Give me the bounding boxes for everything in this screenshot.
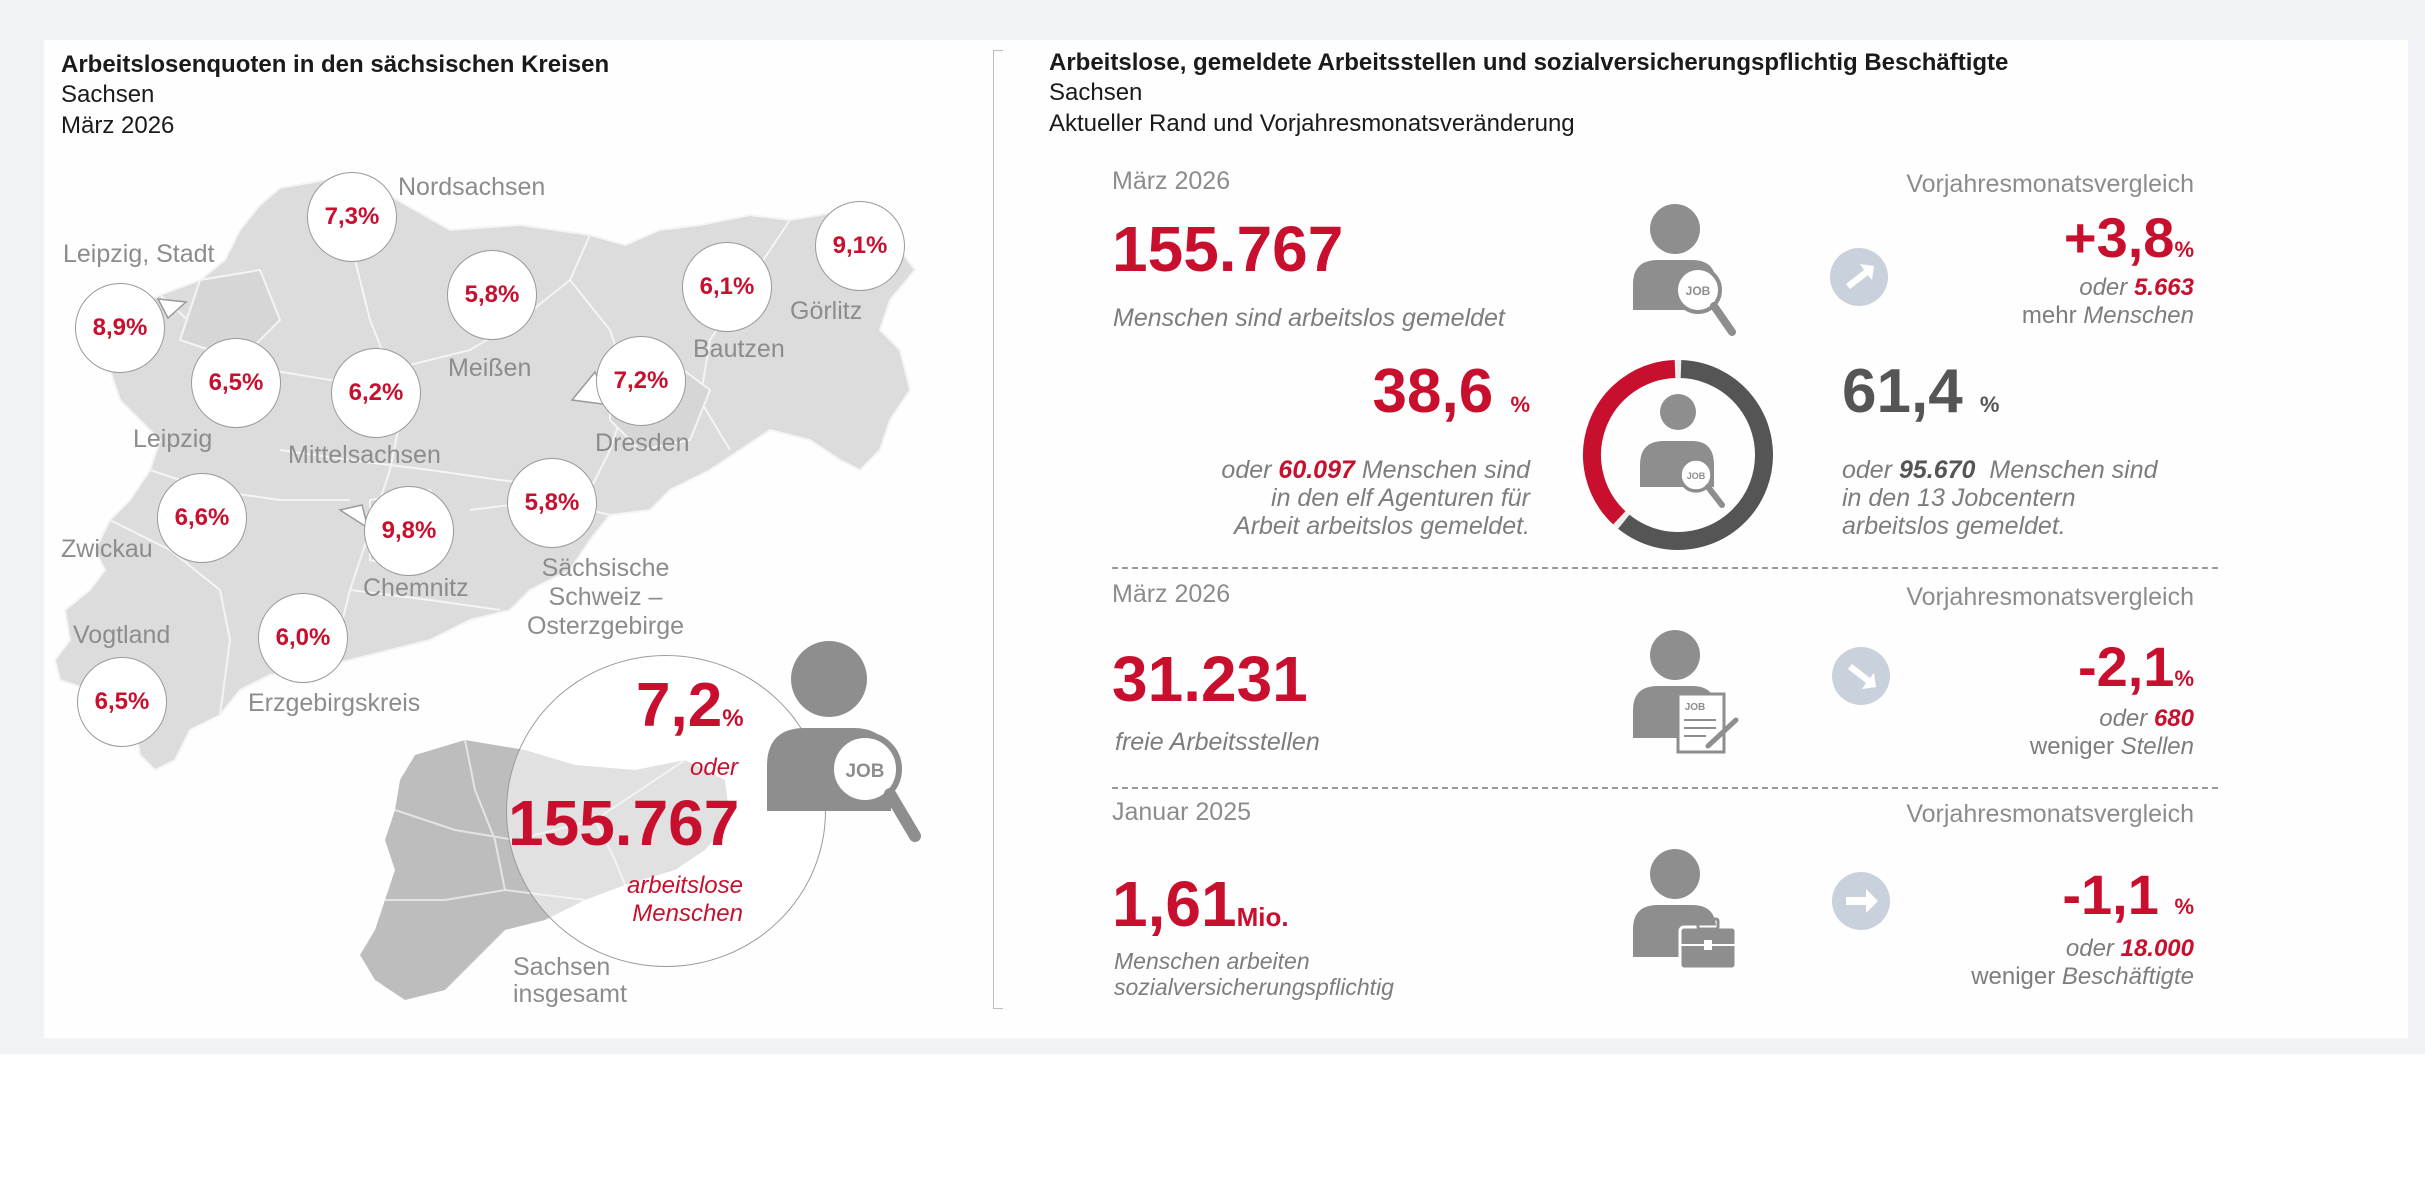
district-label-mittelsachsen: Mittelsachsen — [288, 441, 441, 469]
district-label-chemnitz: Chemnitz — [363, 574, 469, 602]
svg-text:JOB: JOB — [1686, 284, 1711, 298]
dashed-separator-1 — [1112, 567, 2218, 569]
change-arrow-down-icon — [1832, 647, 1890, 705]
rate-bubble-leipzig-stadt: 8,9% — [75, 283, 165, 373]
rate-bubble-bautzen: 6,1% — [682, 242, 772, 332]
employed-caption: Menschen arbeiten sozialversicherungspfl… — [1114, 948, 1394, 1000]
svg-text:JOB: JOB — [1685, 702, 1706, 713]
divider-tick-top — [993, 50, 1003, 51]
left-region: Sachsen — [61, 81, 155, 108]
employed-caption-line2: sozialversicherungspflichtig — [1114, 974, 1394, 1000]
total-label-line1: Sachsen — [513, 953, 611, 981]
rate-bubble-chemnitz: 9,8% — [364, 486, 454, 576]
district-label-nordsachsen: Nordsachsen — [398, 173, 546, 201]
agencies-percent: 38,6 % — [1372, 357, 1530, 426]
job-search-person-icon-small: JOB — [1633, 204, 1736, 336]
employee-briefcase-person-icon — [1633, 849, 1738, 971]
district-label-saechsische-schweiz: Sächsische Schweiz – Osterzgebirge — [526, 554, 685, 640]
divider-tick-bottom — [993, 1008, 1003, 1009]
right-region: Sachsen — [1049, 79, 1143, 106]
district-label-meissen: Meißen — [448, 354, 532, 382]
rate-bubble-leipzig: 6,5% — [191, 338, 281, 428]
employed-compare-label: Vorjahresmonatsvergleich — [1906, 800, 2194, 828]
district-label-dresden: Dresden — [595, 429, 690, 457]
vacancies-change: -2,1% — [2077, 635, 2194, 698]
rate-bubble-meissen: 5,8% — [447, 250, 537, 340]
total-caption: arbeitslose Menschen — [626, 872, 743, 927]
total-oder: oder — [690, 754, 739, 781]
total-count: 155.767 — [508, 787, 740, 859]
rate-bubble-zwickau: 6,6% — [157, 473, 247, 563]
job-document-person-icon: JOB — [1633, 630, 1739, 754]
district-label-goerlitz: Görlitz — [790, 297, 863, 325]
jobcenter-caption: oder 95.670 Menschen sind in den 13 Jobc… — [1842, 456, 2242, 540]
agencies-caption-line2: in den elf Agenturen für — [1271, 484, 1530, 512]
jobcenter-caption-line3: arbeitslos gemeldet. — [1842, 512, 2066, 540]
change-arrow-right-icon — [1832, 872, 1890, 930]
jobcenter-caption-line2: in den 13 Jobcentern — [1842, 484, 2076, 512]
employed-change-abs: oder 18.000 — [2065, 935, 2194, 962]
rate-bubble-erzgebirgskreis: 6,0% — [258, 593, 348, 683]
unemployed-value: 155.767 — [1112, 213, 1344, 285]
vacancies-change-word: weniger Stellen — [2029, 733, 2194, 760]
total-rate: 7,2% — [636, 671, 744, 740]
total-label-line2: insgesamt — [513, 980, 627, 1008]
district-label-leipzig-stadt: Leipzig, Stadt — [63, 240, 215, 268]
agencies-caption: oder 60.097 Menschen sind in den elf Age… — [1100, 456, 1530, 540]
vacancies-value: 31.231 — [1112, 643, 1308, 715]
district-label-bautzen: Bautzen — [693, 335, 785, 363]
section-divider — [993, 50, 994, 1008]
employed-date: Januar 2025 — [1112, 798, 1252, 826]
leipzig-district — [178, 268, 282, 362]
unemployed-change-word: mehr Menschen — [2021, 302, 2194, 329]
job-badge-text: JOB — [845, 761, 884, 782]
donut-segment-jobcenter — [1618, 360, 1773, 550]
unemployed-date: März 2026 — [1112, 167, 1231, 195]
unemployed-change-abs: oder 5.663 — [2079, 274, 2194, 301]
left-title: Arbeitslosenquoten in den sächsischen Kr… — [61, 51, 610, 78]
rate-bubble-dresden: 7,2% — [596, 336, 686, 426]
district-label-erzgebirgskreis: Erzgebirgskreis — [248, 689, 421, 717]
unemployed-change: +3,8% — [2063, 206, 2194, 269]
agencies-caption-line1: oder 60.097 Menschen sind — [1221, 456, 1530, 484]
agencies-caption-line3: Arbeit arbeitslos gemeldet. — [1234, 512, 1530, 540]
vacancies-date: März 2026 — [1112, 580, 1231, 608]
employed-value: 1,61Mio. — [1112, 868, 1289, 940]
jobcenter-percent: 61,4 % — [1842, 357, 2000, 426]
dashed-separator-2 — [1112, 787, 2218, 789]
right-subtitle: Aktueller Rand und Vorjahresmonatsveränd… — [1049, 110, 1575, 137]
left-date: März 2026 — [61, 112, 175, 139]
district-label-vogtland: Vogtland — [73, 621, 171, 649]
unemployed-share-donut-chart: JOB — [1583, 360, 1773, 550]
employed-change-word: weniger Beschäftigte — [1971, 963, 2194, 990]
district-label-leipzig: Leipzig — [133, 425, 213, 453]
jobcenter-caption-line1: oder 95.670 Menschen sind — [1842, 456, 2158, 484]
unemployed-caption: Menschen sind arbeitslos gemeldet — [1113, 304, 1505, 332]
rate-bubble-mittelsachsen: 6,2% — [331, 348, 421, 438]
district-label-zwickau: Zwickau — [61, 535, 153, 563]
rate-bubble-nordsachsen: 7,3% — [307, 172, 397, 262]
vacancies-compare-label: Vorjahresmonatsvergleich — [1906, 583, 2194, 611]
change-arrow-up-icon — [1830, 248, 1888, 306]
vacancies-caption: freie Arbeitsstellen — [1115, 728, 1320, 756]
rate-bubble-saechsische-schweiz: 5,8% — [507, 458, 597, 548]
employed-caption-line1: Menschen arbeiten — [1114, 948, 1310, 974]
employed-change: -1,1 % — [2062, 863, 2194, 926]
donut-segment-agencies — [1583, 360, 1676, 525]
rate-bubble-goerlitz: 9,1% — [815, 201, 905, 291]
right-title: Arbeitslose, gemeldete Arbeitsstellen un… — [1049, 49, 2009, 76]
job-search-person-icon: JOB — [767, 641, 921, 842]
svg-text:JOB: JOB — [1687, 471, 1706, 481]
rate-bubble-vogtland: 6,5% — [77, 657, 167, 747]
unemployed-compare-label: Vorjahresmonatsvergleich — [1906, 170, 2194, 198]
vacancies-change-abs: oder 680 — [2099, 705, 2194, 732]
